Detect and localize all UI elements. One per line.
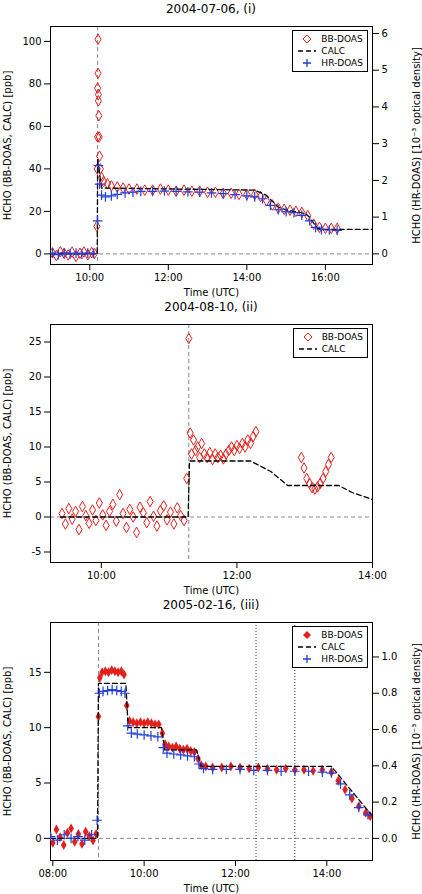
html-text:HR-DOAS: HR-DOAS	[321, 58, 363, 68]
html-text:2004-07-06, (i): 2004-07-06, (i)	[166, 2, 256, 16]
svg-text:HCHO (BB-DOAS, CALC) [ppb]: HCHO (BB-DOAS, CALC) [ppb]	[2, 71, 13, 221]
svg-text:12:00: 12:00	[223, 570, 252, 581]
svg-text:5: 5	[35, 777, 41, 788]
html-text:CALC: CALC	[321, 344, 346, 354]
svg-text:-5: -5	[32, 546, 42, 557]
svg-text:10: 10	[29, 441, 42, 452]
svg-text:14:00: 14:00	[312, 868, 341, 879]
svg-text:20: 20	[29, 371, 42, 382]
svg-text:60: 60	[29, 121, 42, 132]
html-text:2005-02-16, (iii): 2005-02-16, (iii)	[162, 598, 260, 612]
svg-text:2: 2	[382, 175, 388, 186]
svg-text:1: 1	[382, 211, 388, 222]
svg-text:0.0: 0.0	[382, 833, 398, 844]
html-text:2004-08-10, (ii): 2004-08-10, (ii)	[164, 300, 258, 314]
svg-text:HCHO (HR-DOAS) [10⁻³ optical d: HCHO (HR-DOAS) [10⁻³ optical density]	[411, 643, 422, 840]
html-text:CALC: CALC	[321, 46, 346, 56]
svg-text:100: 100	[22, 36, 41, 47]
svg-text:15: 15	[29, 667, 42, 678]
svg-text:0.6: 0.6	[382, 724, 398, 735]
svg-text:12:00: 12:00	[221, 868, 250, 879]
svg-text:5: 5	[382, 64, 388, 75]
html-text:CALC: CALC	[321, 642, 346, 652]
svg-text:0: 0	[35, 833, 41, 844]
svg-text:16:00: 16:00	[311, 272, 340, 283]
svg-text:4: 4	[382, 101, 388, 112]
svg-text:HCHO (BB-DOAS, CALC) [ppb]: HCHO (BB-DOAS, CALC) [ppb]	[2, 369, 13, 519]
svg-text:10:00: 10:00	[87, 570, 116, 581]
svg-text:0.4: 0.4	[382, 760, 398, 771]
svg-text:HCHO (BB-DOAS, CALC) [ppb]: HCHO (BB-DOAS, CALC) [ppb]	[2, 667, 13, 817]
svg-text:14:00: 14:00	[232, 272, 261, 283]
svg-text:10:00: 10:00	[75, 272, 104, 283]
svg-text:40: 40	[29, 163, 42, 174]
svg-text:14:00: 14:00	[358, 570, 387, 581]
svg-text:0: 0	[35, 248, 41, 259]
svg-text:15: 15	[29, 406, 42, 417]
svg-text:10:00: 10:00	[130, 868, 159, 879]
html-text:HR-DOAS: HR-DOAS	[321, 654, 363, 664]
html-text:BB-DOAS: BB-DOAS	[321, 34, 363, 44]
svg-text:3: 3	[382, 138, 388, 149]
html-text:BB-DOAS: BB-DOAS	[321, 332, 363, 342]
svg-text:20: 20	[29, 206, 42, 217]
svg-text:6: 6	[382, 28, 388, 39]
svg-text:12:00: 12:00	[154, 272, 183, 283]
svg-text:5: 5	[35, 476, 41, 487]
svg-text:1.0: 1.0	[382, 651, 398, 662]
svg-text:Time (UTC): Time (UTC)	[183, 883, 239, 894]
svg-text:08:00: 08:00	[38, 868, 67, 879]
svg-text:25: 25	[29, 336, 42, 347]
html-text:BB-DOAS: BB-DOAS	[321, 630, 363, 640]
svg-text:Time (UTC): Time (UTC)	[183, 287, 239, 298]
svg-text:0: 0	[35, 511, 41, 522]
svg-text:80: 80	[29, 78, 42, 89]
svg-text:0: 0	[382, 248, 388, 259]
svg-text:HCHO (HR-DOAS) [10⁻³ optical d: HCHO (HR-DOAS) [10⁻³ optical density]	[411, 47, 422, 244]
svg-text:0.8: 0.8	[382, 687, 398, 698]
svg-text:Time (UTC): Time (UTC)	[183, 585, 239, 596]
svg-text:10: 10	[29, 722, 42, 733]
svg-text:0.2: 0.2	[382, 796, 398, 807]
